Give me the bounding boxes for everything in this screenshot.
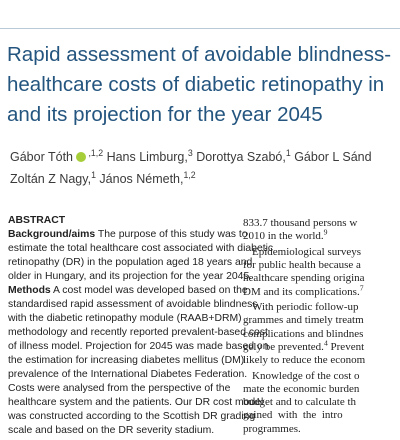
text: programmes. (243, 422, 301, 435)
text: standardised rapid assessment of avoidab… (8, 299, 258, 310)
text: Gábor L Sánd (290, 150, 372, 164)
text: Epidemiological surveys (252, 245, 362, 258)
text: Prevent (327, 340, 365, 353)
text: older in Hungary, and its projection for… (8, 271, 253, 282)
body-line: 833.7 thousand persons w (243, 217, 357, 229)
text: The purpose of this study was to (95, 229, 248, 240)
text: A cost model was developed based on the (50, 285, 248, 296)
abstract-line: the estimation for increasing diabetes m… (8, 355, 244, 366)
text: prevalence of the International Diabetes… (8, 369, 248, 380)
superscript: 4 (323, 338, 328, 348)
abstract-line: methodology and recently reported preval… (8, 327, 268, 338)
body-line: gely be prevented.4 Prevent (243, 338, 365, 353)
text: 833.7 thousand persons w (243, 217, 358, 229)
text: healthcare spending origina (243, 272, 365, 285)
body-line: DM and its complications.7 (243, 282, 364, 298)
text: mate the economic burden (243, 382, 360, 395)
abstract-line: retinopathy (DR) in the population aged … (8, 257, 252, 268)
text: with the diabetic retinopathy module (RA… (8, 313, 242, 324)
title-line: healthcare costs of diabetic retinopathy… (7, 73, 385, 96)
text: With periodic follow-up (252, 301, 359, 314)
text: gained with the intro (243, 409, 343, 422)
body-line: for public health because a (243, 259, 361, 271)
abstract-line: of illness model. Projection for 2045 wa… (8, 341, 269, 352)
superscript: 1 (91, 169, 96, 180)
body-line: 2010 in the world.9 (243, 227, 328, 243)
bold-text: Background/aims (8, 229, 96, 240)
body-line: budget and to calculate th (243, 396, 356, 408)
text: methodology and recently reported preval… (8, 327, 268, 338)
text: János Németh, (95, 172, 184, 186)
text: likely to reduce the econom (243, 354, 366, 366)
text: the estimation for increasing diabetes m… (8, 355, 245, 366)
body-line: healthcare spending origina (243, 272, 365, 284)
text: was constructed according to the Scottis… (8, 411, 256, 422)
body-line: mate the economic burden (243, 383, 359, 395)
body-line: programmes. (243, 423, 301, 435)
author-line: Gábor Tóth ,1,2 Hans Limburg,3 Dorottya … (10, 147, 372, 164)
title-line: and its projection for the year 2045 (7, 103, 323, 126)
abstract-line: standardised rapid assessment of avoidab… (8, 299, 258, 310)
body-line: Epidemiological surveys (252, 246, 361, 258)
text: of illness model. Projection for 2045 wa… (8, 341, 269, 352)
rule (0, 28, 400, 29)
body-line: gained with the intro (243, 409, 343, 421)
body-line: likely to reduce the econom (243, 354, 365, 366)
body-line: complications and blindnes (243, 328, 363, 340)
text: Dorottya Szabó, (192, 150, 286, 164)
superscript: 3 (187, 147, 193, 158)
abstract-line: with the diabetic retinopathy module (RA… (8, 313, 242, 324)
text: healthcare system and the patients. Our … (8, 397, 264, 408)
text: grammes and timely treatm (243, 314, 364, 327)
abstract-heading: ABSTRACT (8, 215, 66, 226)
text: budget and to calculate th (243, 396, 357, 409)
bold-text: Methods (8, 285, 51, 296)
superscript: 1 (285, 147, 291, 158)
superscript: 1,2 (183, 169, 196, 180)
body-line: With periodic follow-up (252, 301, 358, 313)
abstract-line: was constructed according to the Scottis… (8, 411, 255, 422)
text: retinopathy (DR) in the population aged … (8, 257, 253, 268)
title-line: Rapid assessment of avoidable blindness- (7, 43, 392, 66)
text: Costs were analysed from the perspective… (8, 383, 231, 394)
text: Zoltán Z Nagy, (10, 172, 92, 186)
abstract-line: prevalence of the International Diabetes… (8, 369, 247, 380)
text: estimate the total healthcare cost assoc… (8, 243, 274, 254)
abstract-line: Costs were analysed from the perspective… (8, 383, 230, 394)
text: 2010 in the world. (243, 230, 324, 243)
text: Gábor Tóth (10, 150, 77, 164)
abstract-line: healthcare system and the patients. Our … (8, 397, 263, 408)
abstract-line: scale and based on the DR severity stadi… (8, 425, 214, 436)
author-line: Zoltán Z Nagy,1 János Németh,1,2 (10, 169, 196, 186)
superscript: 7 (359, 282, 364, 292)
abstract-line: Methods A cost model was developed based… (8, 285, 248, 296)
body-line: grammes and timely treatm (243, 314, 364, 326)
text: for public health because a (243, 259, 361, 272)
abstract-line: estimate the total healthcare cost assoc… (8, 243, 273, 254)
orcid-icon (76, 152, 87, 162)
text: Knowledge of the cost o (252, 369, 360, 382)
text: Hans Limburg, (103, 150, 188, 164)
abstract-line: older in Hungary, and its projection for… (8, 271, 252, 282)
superscript: ,1,2 (88, 147, 104, 158)
body-line: Knowledge of the cost o (252, 370, 360, 382)
text: gely be prevented. (243, 340, 324, 353)
text: complications and blindnes (243, 327, 364, 340)
text: DM and its complications. (243, 285, 360, 298)
text: scale and based on the DR severity stadi… (8, 425, 215, 436)
superscript: 9 (323, 227, 328, 237)
abstract-line: Background/aims The purpose of this stud… (8, 229, 248, 240)
